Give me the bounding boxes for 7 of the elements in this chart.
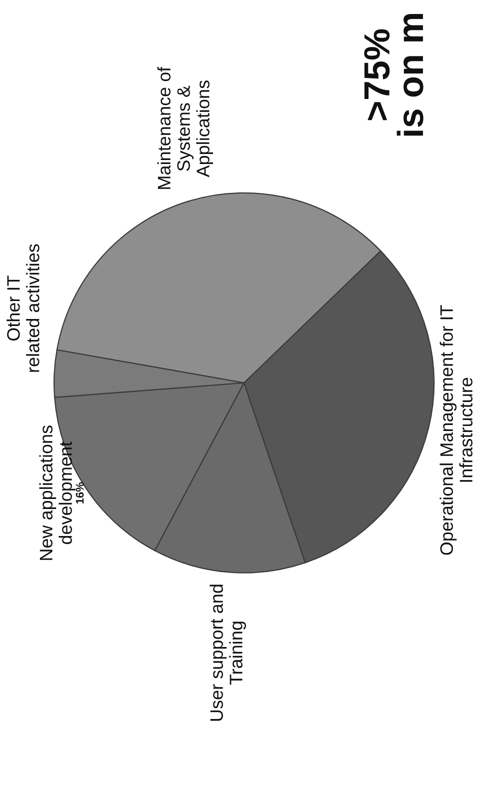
slice-label: Other IT related activities [6,244,40,372]
chart-title: >75% is on m [364,14,424,136]
slice-label: User support and Training [210,584,246,721]
data-label: 16% [76,482,84,504]
slice-label: New applications development [39,426,76,560]
slice-label: Operational Management for IT Infrastructure [440,305,472,555]
slice-label: Maintenance of Systems & Applications [157,66,214,189]
